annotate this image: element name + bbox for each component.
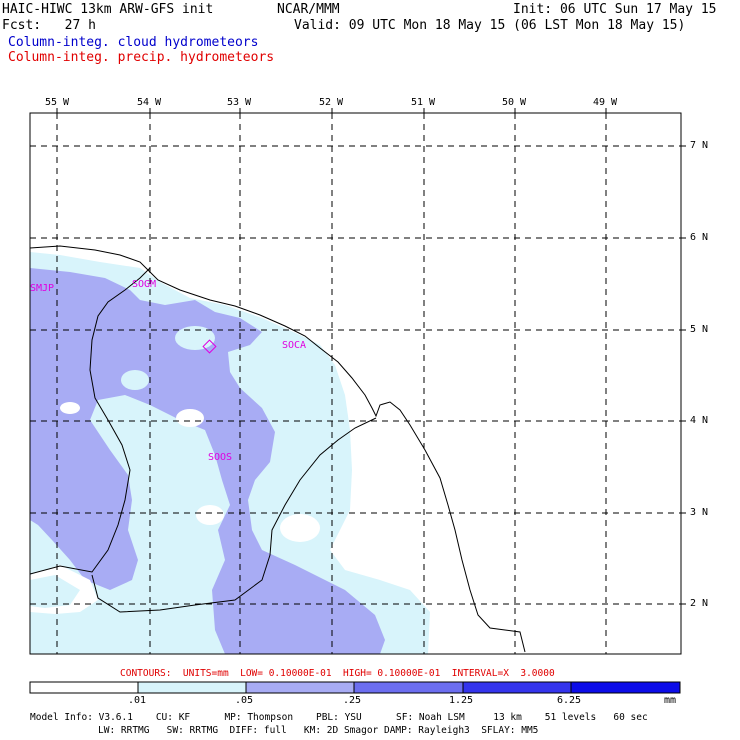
valid-time: Valid: 09 UTC Mon 18 May 15 (06 LST Mon …: [294, 18, 686, 33]
cloud-gap: [280, 514, 320, 542]
coastline: [30, 245, 526, 653]
lat-label: 6 N: [690, 232, 709, 243]
model-info-line-2: LW: RRTMG SW: RRTMG DIFF: full KM: 2D Sm…: [98, 725, 539, 736]
tick-marks: [56, 108, 686, 605]
lat-label: 4 N: [690, 415, 709, 426]
map-frame: [29, 112, 682, 655]
cloud-gap: [30, 575, 80, 608]
cloud-gap: [196, 505, 224, 525]
colorbar: [29, 681, 681, 694]
model-info-line-1: Model Info: V3.6.1 CU: KF MP: Thompson P…: [30, 712, 648, 723]
station-label: SOGM: [132, 279, 157, 290]
border-line: [30, 267, 151, 575]
precip-field-title: Column-integ. precip. hydrometeors: [8, 50, 275, 65]
lon-label: 53 W: [227, 97, 252, 108]
colorbar-unit: mm: [664, 695, 677, 706]
cloud-gap: [60, 402, 80, 414]
lat-label: 3 N: [690, 507, 709, 518]
forecast-hour: Fcst: 27 h: [2, 18, 96, 33]
cloud-field-title: Column-integ. cloud hydrometeors: [8, 35, 259, 50]
lat-label: 2 N: [690, 598, 709, 609]
model-title: HAIC-HIWC 13km ARW-GFS init: [2, 2, 214, 17]
lon-label: 49 W: [593, 97, 618, 108]
cloud-gap: [176, 409, 204, 427]
contours-info: CONTOURS: UNITS=mm LOW= 0.10000E-01 HIGH…: [120, 668, 555, 679]
lon-label: 52 W: [319, 97, 344, 108]
colorbar-tick-label: 1.25: [449, 695, 474, 706]
cloud-gap: [121, 370, 149, 390]
station-label: SOCA: [282, 340, 307, 351]
lon-label: 50 W: [502, 97, 527, 108]
init-time: Init: 06 UTC Sun 17 May 15: [513, 2, 717, 17]
colorbar-tick-label: .01: [128, 695, 147, 706]
colorbar-bin: [137, 681, 247, 694]
station-diamond-marker: [202, 339, 217, 354]
colorbar-bin: [29, 681, 139, 694]
colorbar-bin: [353, 681, 464, 694]
lon-label: 51 W: [411, 97, 436, 108]
org-label: NCAR/MMM: [277, 2, 340, 17]
lon-label: 55 W: [45, 97, 70, 108]
lat-label: 5 N: [690, 324, 709, 335]
station-label: SMJP: [30, 283, 55, 294]
graticule: [30, 113, 681, 654]
map-area: [30, 245, 526, 654]
lon-label: 54 W: [137, 97, 162, 108]
colorbar-bin: [462, 681, 572, 694]
lat-label: 7 N: [690, 140, 709, 151]
colorbar-bin: [570, 681, 681, 694]
colorbar-tick-label: 6.25: [557, 695, 582, 706]
station-label: SOOS: [208, 452, 233, 463]
colorbar-tick-label: .05: [235, 695, 254, 706]
colorbar-tick-label: .25: [343, 695, 362, 706]
colorbar-bin: [245, 681, 355, 694]
cloud-hydrometeor-medium-region: [30, 268, 385, 654]
